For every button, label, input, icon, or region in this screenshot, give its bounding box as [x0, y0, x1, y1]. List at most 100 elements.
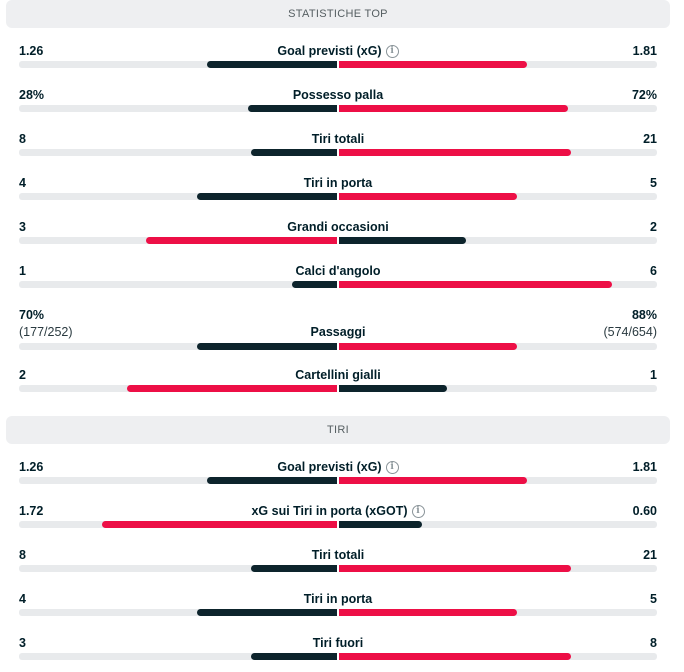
stat-row-tiri-totali: 8 21 Tiri totali: [0, 548, 684, 584]
home-value: 4: [19, 592, 26, 606]
stat-row-possesso-palla: 28% 72% Possesso palla: [0, 88, 684, 124]
home-value: 70%: [19, 308, 45, 322]
stat-label-text: Possesso palla: [292, 88, 384, 102]
home-bar-track: [19, 385, 337, 392]
away-bar-track: [339, 609, 657, 616]
home-bar-fill: [207, 477, 337, 484]
home-bar-track: [19, 149, 337, 156]
home-value: 1.72: [19, 504, 44, 518]
away-value: 72%: [631, 88, 657, 102]
away-bar-track: [339, 385, 657, 392]
stat-label: xG sui Tiri in porta (xGOT) i: [0, 504, 676, 518]
away-bar-track: [339, 343, 657, 350]
stat-label-text: Goal previsti (xG): [277, 460, 382, 474]
stat-row-goal-previsti: 1.26 1.81 Goal previsti (xG) i: [0, 460, 684, 496]
home-value: 1.26: [19, 44, 44, 58]
stat-label-text: Passaggi: [310, 325, 366, 339]
away-bar-fill: [339, 521, 422, 528]
home-bar-track: [19, 237, 337, 244]
stat-label: Cartellini gialli: [0, 368, 676, 382]
stat-label-text: Tiri in porta: [303, 176, 373, 190]
home-bar-fill: [251, 149, 337, 156]
info-icon[interactable]: i: [385, 460, 399, 474]
away-value: 1.81: [632, 44, 657, 58]
info-icon[interactable]: i: [411, 504, 425, 518]
stat-row-cartellini-gialli: 2 1 Cartellini gialli: [0, 368, 684, 404]
stat-label: Tiri in porta: [0, 592, 676, 606]
home-bar-fill: [146, 237, 337, 244]
home-bar-track: [19, 343, 337, 350]
home-bar-track: [19, 105, 337, 112]
home-bar-track: [19, 61, 337, 68]
home-bar-fill: [292, 281, 337, 288]
home-value: 1: [19, 264, 26, 278]
home-value: 8: [19, 548, 26, 562]
home-bar-track: [19, 653, 337, 660]
stat-label-text: Goal previsti (xG): [277, 44, 382, 58]
stat-label-text: xG sui Tiri in porta (xGOT): [251, 504, 408, 518]
stat-label: Tiri in porta: [0, 176, 676, 190]
away-bar-fill: [339, 281, 612, 288]
away-bar-fill: [339, 61, 527, 68]
home-bar-fill: [127, 385, 337, 392]
home-bar-fill: [197, 193, 337, 200]
stat-label-text: Tiri in porta: [303, 592, 373, 606]
away-value: 21: [643, 132, 657, 146]
home-sub-value: (177/252): [19, 325, 73, 339]
home-value: 8: [19, 132, 26, 146]
away-bar-track: [339, 653, 657, 660]
home-value: 1.26: [19, 460, 44, 474]
away-bar-track: [339, 281, 657, 288]
stat-row-tiri-fuori: 3 8 Tiri fuori: [0, 636, 684, 672]
stat-label: Goal previsti (xG) i: [0, 460, 676, 474]
away-bar-fill: [339, 477, 527, 484]
stat-label: Possesso palla: [0, 88, 676, 102]
stat-row-xg-sui-tiri-in-porta: 1.72 0.60 xG sui Tiri in porta (xGOT) i: [0, 504, 684, 540]
away-value: 2: [650, 220, 657, 234]
stat-label: Tiri totali: [0, 132, 676, 146]
away-bar-fill: [339, 609, 517, 616]
home-bar-fill: [248, 105, 337, 112]
stat-row-calci-d-angolo: 1 6 Calci d'angolo: [0, 264, 684, 300]
home-bar-fill: [251, 565, 337, 572]
home-value: 3: [19, 636, 26, 650]
stat-row-goal-previsti: 1.26 1.81 Goal previsti (xG) i: [0, 44, 684, 80]
home-bar-fill: [197, 609, 337, 616]
stat-row-tiri-in-porta: 4 5 Tiri in porta: [0, 176, 684, 212]
away-value: 21: [643, 548, 657, 562]
away-bar-track: [339, 237, 657, 244]
away-bar-fill: [339, 149, 571, 156]
away-bar-fill: [339, 565, 571, 572]
stat-label-text: Tiri fuori: [312, 636, 364, 650]
away-bar-fill: [339, 385, 447, 392]
home-bar-track: [19, 193, 337, 200]
away-bar-track: [339, 565, 657, 572]
stat-row-grandi-occasioni: 3 2 Grandi occasioni: [0, 220, 684, 256]
away-bar-track: [339, 61, 657, 68]
info-icon[interactable]: i: [385, 44, 399, 58]
home-bar-track: [19, 521, 337, 528]
section-header-statistiche-top: STATISTICHE TOP: [6, 0, 670, 28]
away-value: 88%: [631, 308, 657, 322]
section-header-tiri: TIRI: [6, 416, 670, 444]
stat-label-text: Tiri totali: [311, 548, 365, 562]
stat-label: Calci d'angolo: [0, 264, 676, 278]
away-bar-track: [339, 193, 657, 200]
home-bar-fill: [102, 521, 337, 528]
stat-label: Grandi occasioni: [0, 220, 676, 234]
away-sub-value: (574/654): [603, 325, 657, 339]
away-value: 8: [650, 636, 657, 650]
home-bar-track: [19, 565, 337, 572]
away-value: 6: [650, 264, 657, 278]
stat-label: Tiri fuori: [0, 636, 676, 650]
away-value: 5: [650, 592, 657, 606]
away-bar-track: [339, 521, 657, 528]
home-bar-track: [19, 477, 337, 484]
away-bar-fill: [339, 105, 568, 112]
home-bar-fill: [207, 61, 337, 68]
away-bar-track: [339, 149, 657, 156]
away-bar-fill: [339, 237, 466, 244]
away-bar-fill: [339, 193, 517, 200]
away-bar-fill: [339, 343, 517, 350]
stat-row-passaggi: 70% 88% (177/252) (574/654) Passaggi: [0, 308, 684, 352]
